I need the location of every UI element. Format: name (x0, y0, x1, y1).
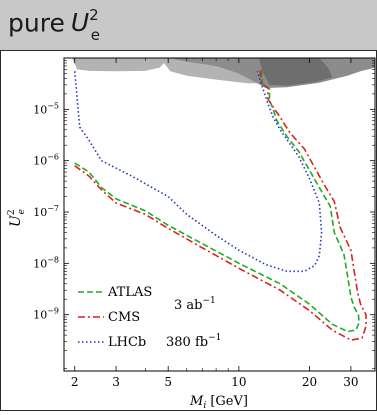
y-axis-label: U2e (7, 209, 27, 227)
title-subscript: e (90, 26, 100, 45)
y-tick-label: 10−9 (33, 307, 59, 322)
x-tick-label-10: 10 (231, 375, 246, 389)
x-tick-label-5: 5 (164, 375, 172, 389)
legend-label-lhcb: LHCb (108, 335, 146, 350)
y-tick-label: 10−5 (33, 101, 59, 116)
x-tick-label-20: 20 (302, 375, 317, 389)
title-superscript: 2 (89, 6, 99, 24)
x-tick-label-30: 30 (343, 375, 358, 389)
y-tick-label: 10−8 (33, 255, 59, 270)
legend-label-atlas: ATLAS (107, 285, 152, 300)
series-cms-curve (74, 67, 367, 341)
x-axis-label: Mi [GeV] (189, 394, 248, 411)
x-tick-label-3: 3 (112, 375, 120, 389)
title-prefix: pure (8, 8, 65, 38)
legend-luminosity-2: 380 fb−1 (166, 333, 221, 350)
y-tick-label: 10−6 (33, 153, 59, 168)
x-tick-label-2: 2 (71, 375, 79, 389)
title-symbol: U (70, 8, 90, 38)
series-atlas-curve (74, 69, 360, 333)
excluded-region-3 (259, 58, 333, 86)
legend-luminosity-1: 3 ab−1 (174, 296, 216, 313)
slide-header: pure U2 e (0, 0, 377, 50)
y-tick-label: 10−7 (33, 204, 59, 219)
legend-label-cms: CMS (108, 310, 140, 325)
plot-frame: 2 3 5 10 20 30 10−9 10−8 10−7 10−6 10−5 Mi [GeV] U2e… (0, 50, 377, 411)
slide-title: pure U2 e (8, 6, 100, 45)
sensitivity-chart: 2 3 5 10 20 30 10−9 10−8 10−7 10−6 10−5 Mi [GeV] U2e… (7, 57, 376, 411)
